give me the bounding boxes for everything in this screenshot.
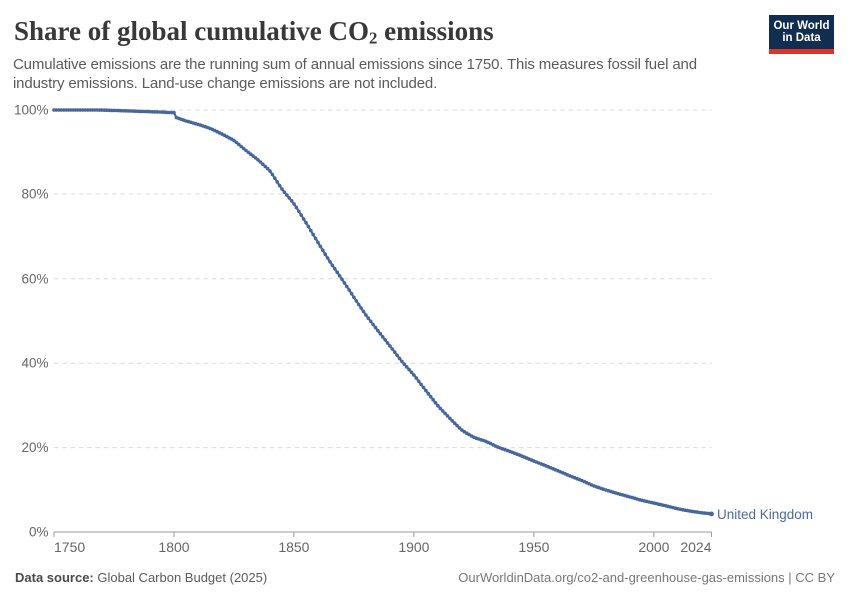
svg-text:2024: 2024 xyxy=(680,539,711,555)
svg-text:1900: 1900 xyxy=(398,539,429,555)
svg-text:1800: 1800 xyxy=(158,539,189,555)
svg-text:1950: 1950 xyxy=(518,539,549,555)
svg-text:0%: 0% xyxy=(29,525,49,540)
svg-text:100%: 100% xyxy=(14,103,49,118)
svg-text:United Kingdom: United Kingdom xyxy=(717,507,813,522)
svg-text:20%: 20% xyxy=(21,440,48,455)
svg-text:40%: 40% xyxy=(21,356,48,371)
svg-text:1750: 1750 xyxy=(54,539,85,555)
svg-text:1850: 1850 xyxy=(278,539,309,555)
svg-text:60%: 60% xyxy=(21,271,48,286)
svg-text:80%: 80% xyxy=(21,187,48,202)
svg-text:2000: 2000 xyxy=(638,539,669,555)
